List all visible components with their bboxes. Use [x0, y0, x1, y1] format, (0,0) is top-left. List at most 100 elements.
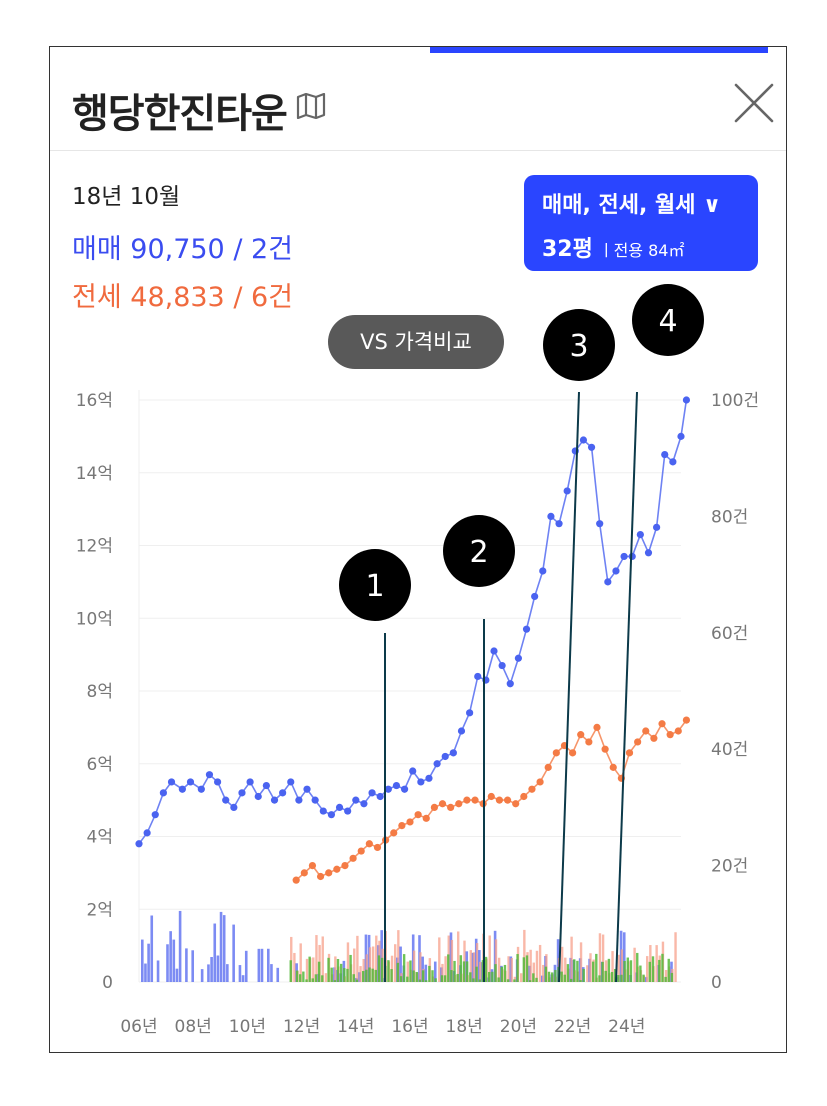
volume-bar: [290, 936, 293, 982]
volume-bar: [428, 965, 431, 982]
volume-bar: [629, 960, 633, 982]
data-point: [547, 512, 555, 520]
volume-bar: [462, 961, 466, 982]
volume-bar: [661, 953, 664, 982]
data-point: [455, 800, 463, 808]
volume-bar: [579, 942, 583, 982]
volume-bar: [438, 937, 441, 982]
price-chart: 1 2 3 4 0 2억 4억 6억 8억 10억 12억 14억 16억 0 20건 40건 60건 80건 1…: [76, 284, 759, 1037]
volume-bar: [547, 971, 551, 982]
data-point: [506, 680, 514, 688]
data-point: [159, 789, 167, 797]
filter-area: ㅣ전용 84㎡: [598, 241, 685, 260]
data-point: [238, 789, 246, 797]
volume-bar: [270, 964, 273, 982]
data-point: [308, 862, 317, 870]
data-point: [425, 774, 433, 782]
volume-bar: [535, 950, 539, 982]
volume-bar: [334, 956, 337, 982]
axis-labels: 0 2억 4억 6억 8억 10억 12억 14억 16억 0 20건 40건 60건 80건 100건 06…: [76, 391, 759, 1037]
data-point: [400, 785, 409, 793]
volume-bar: [564, 957, 567, 982]
volume-bar: [491, 971, 494, 982]
volume-bar: [371, 968, 374, 982]
data-point: [666, 731, 674, 739]
data-point: [287, 778, 295, 786]
y-left-tick-label: 14억: [76, 464, 113, 484]
volume-bar: [349, 954, 352, 982]
volume-bar: [576, 960, 579, 982]
data-point: [463, 796, 471, 804]
volume-bar: [409, 960, 412, 982]
volume-bar: [589, 953, 592, 982]
volume-bar: [610, 971, 614, 982]
volume-bar: [207, 964, 210, 982]
volume-bar: [494, 964, 497, 982]
data-point: [514, 654, 522, 662]
data-point: [222, 796, 230, 804]
vs-compare-button[interactable]: VS 가격비교: [328, 315, 504, 369]
volume-bar: [238, 965, 242, 982]
data-point: [406, 818, 414, 826]
volume-bar: [614, 968, 617, 982]
close-icon[interactable]: [732, 81, 776, 125]
x-tick-label: 24년: [608, 1017, 645, 1037]
volume-bar: [362, 958, 365, 982]
volume-bar: [475, 966, 478, 982]
volume-bar: [336, 958, 340, 982]
data-point: [577, 731, 585, 739]
volume-bar: [522, 957, 526, 982]
data-point: [417, 778, 425, 786]
volume-bar: [488, 971, 491, 982]
filter-button[interactable]: 매매, 전세, 월세 ∨ 32평 ㅣ전용 84㎡: [524, 175, 758, 271]
volume-bar: [406, 976, 409, 982]
data-point: [270, 796, 279, 804]
volume-bar: [355, 979, 359, 982]
data-point: [653, 523, 661, 531]
data-point: [325, 869, 333, 877]
data-point: [341, 862, 349, 870]
volume-bar: [494, 939, 498, 982]
data-point: [335, 803, 344, 812]
annotation-marker-4: [632, 284, 704, 356]
y-right-tick-label: 20건: [711, 857, 748, 877]
volume-bar: [178, 910, 182, 982]
volume-bar: [607, 958, 611, 982]
volume-bar: [538, 944, 542, 982]
data-point: [178, 785, 186, 793]
data-point: [392, 781, 401, 790]
data-point: [498, 661, 506, 670]
data-point: [365, 840, 373, 848]
volume-bar: [566, 964, 570, 982]
chart-grid: [138, 390, 681, 983]
volume-bar: [216, 955, 220, 982]
data-point: [522, 625, 531, 633]
volume-bar: [365, 969, 368, 982]
volume-bar: [453, 960, 456, 982]
volume-bar: [601, 961, 604, 982]
data-point: [246, 778, 254, 786]
data-point: [151, 811, 159, 819]
volume-bar: [324, 973, 328, 982]
x-tick-label: 18년: [446, 1017, 483, 1037]
volume-bar: [497, 957, 501, 982]
volume-bar: [346, 942, 350, 982]
volume-bars: [141, 910, 677, 982]
volume-bar: [399, 946, 402, 982]
volume-bar: [506, 979, 510, 982]
volume-bar: [469, 972, 472, 982]
filter-size-row: 32평 ㅣ전용 84㎡: [542, 231, 740, 263]
data-point: [596, 520, 604, 528]
map-icon[interactable]: [296, 93, 326, 119]
data-point: [384, 785, 392, 793]
chart-annotations: 1 2 3 4: [339, 284, 704, 983]
volume-bar: [406, 961, 409, 982]
volume-bar: [463, 940, 466, 982]
data-point: [438, 800, 447, 808]
annotation-marker-3: [543, 309, 615, 381]
x-tick-label: 10년: [229, 1017, 266, 1037]
data-point: [303, 785, 311, 793]
volume-bar: [544, 966, 548, 982]
chart-series: [135, 396, 691, 884]
volume-bar: [604, 970, 607, 982]
